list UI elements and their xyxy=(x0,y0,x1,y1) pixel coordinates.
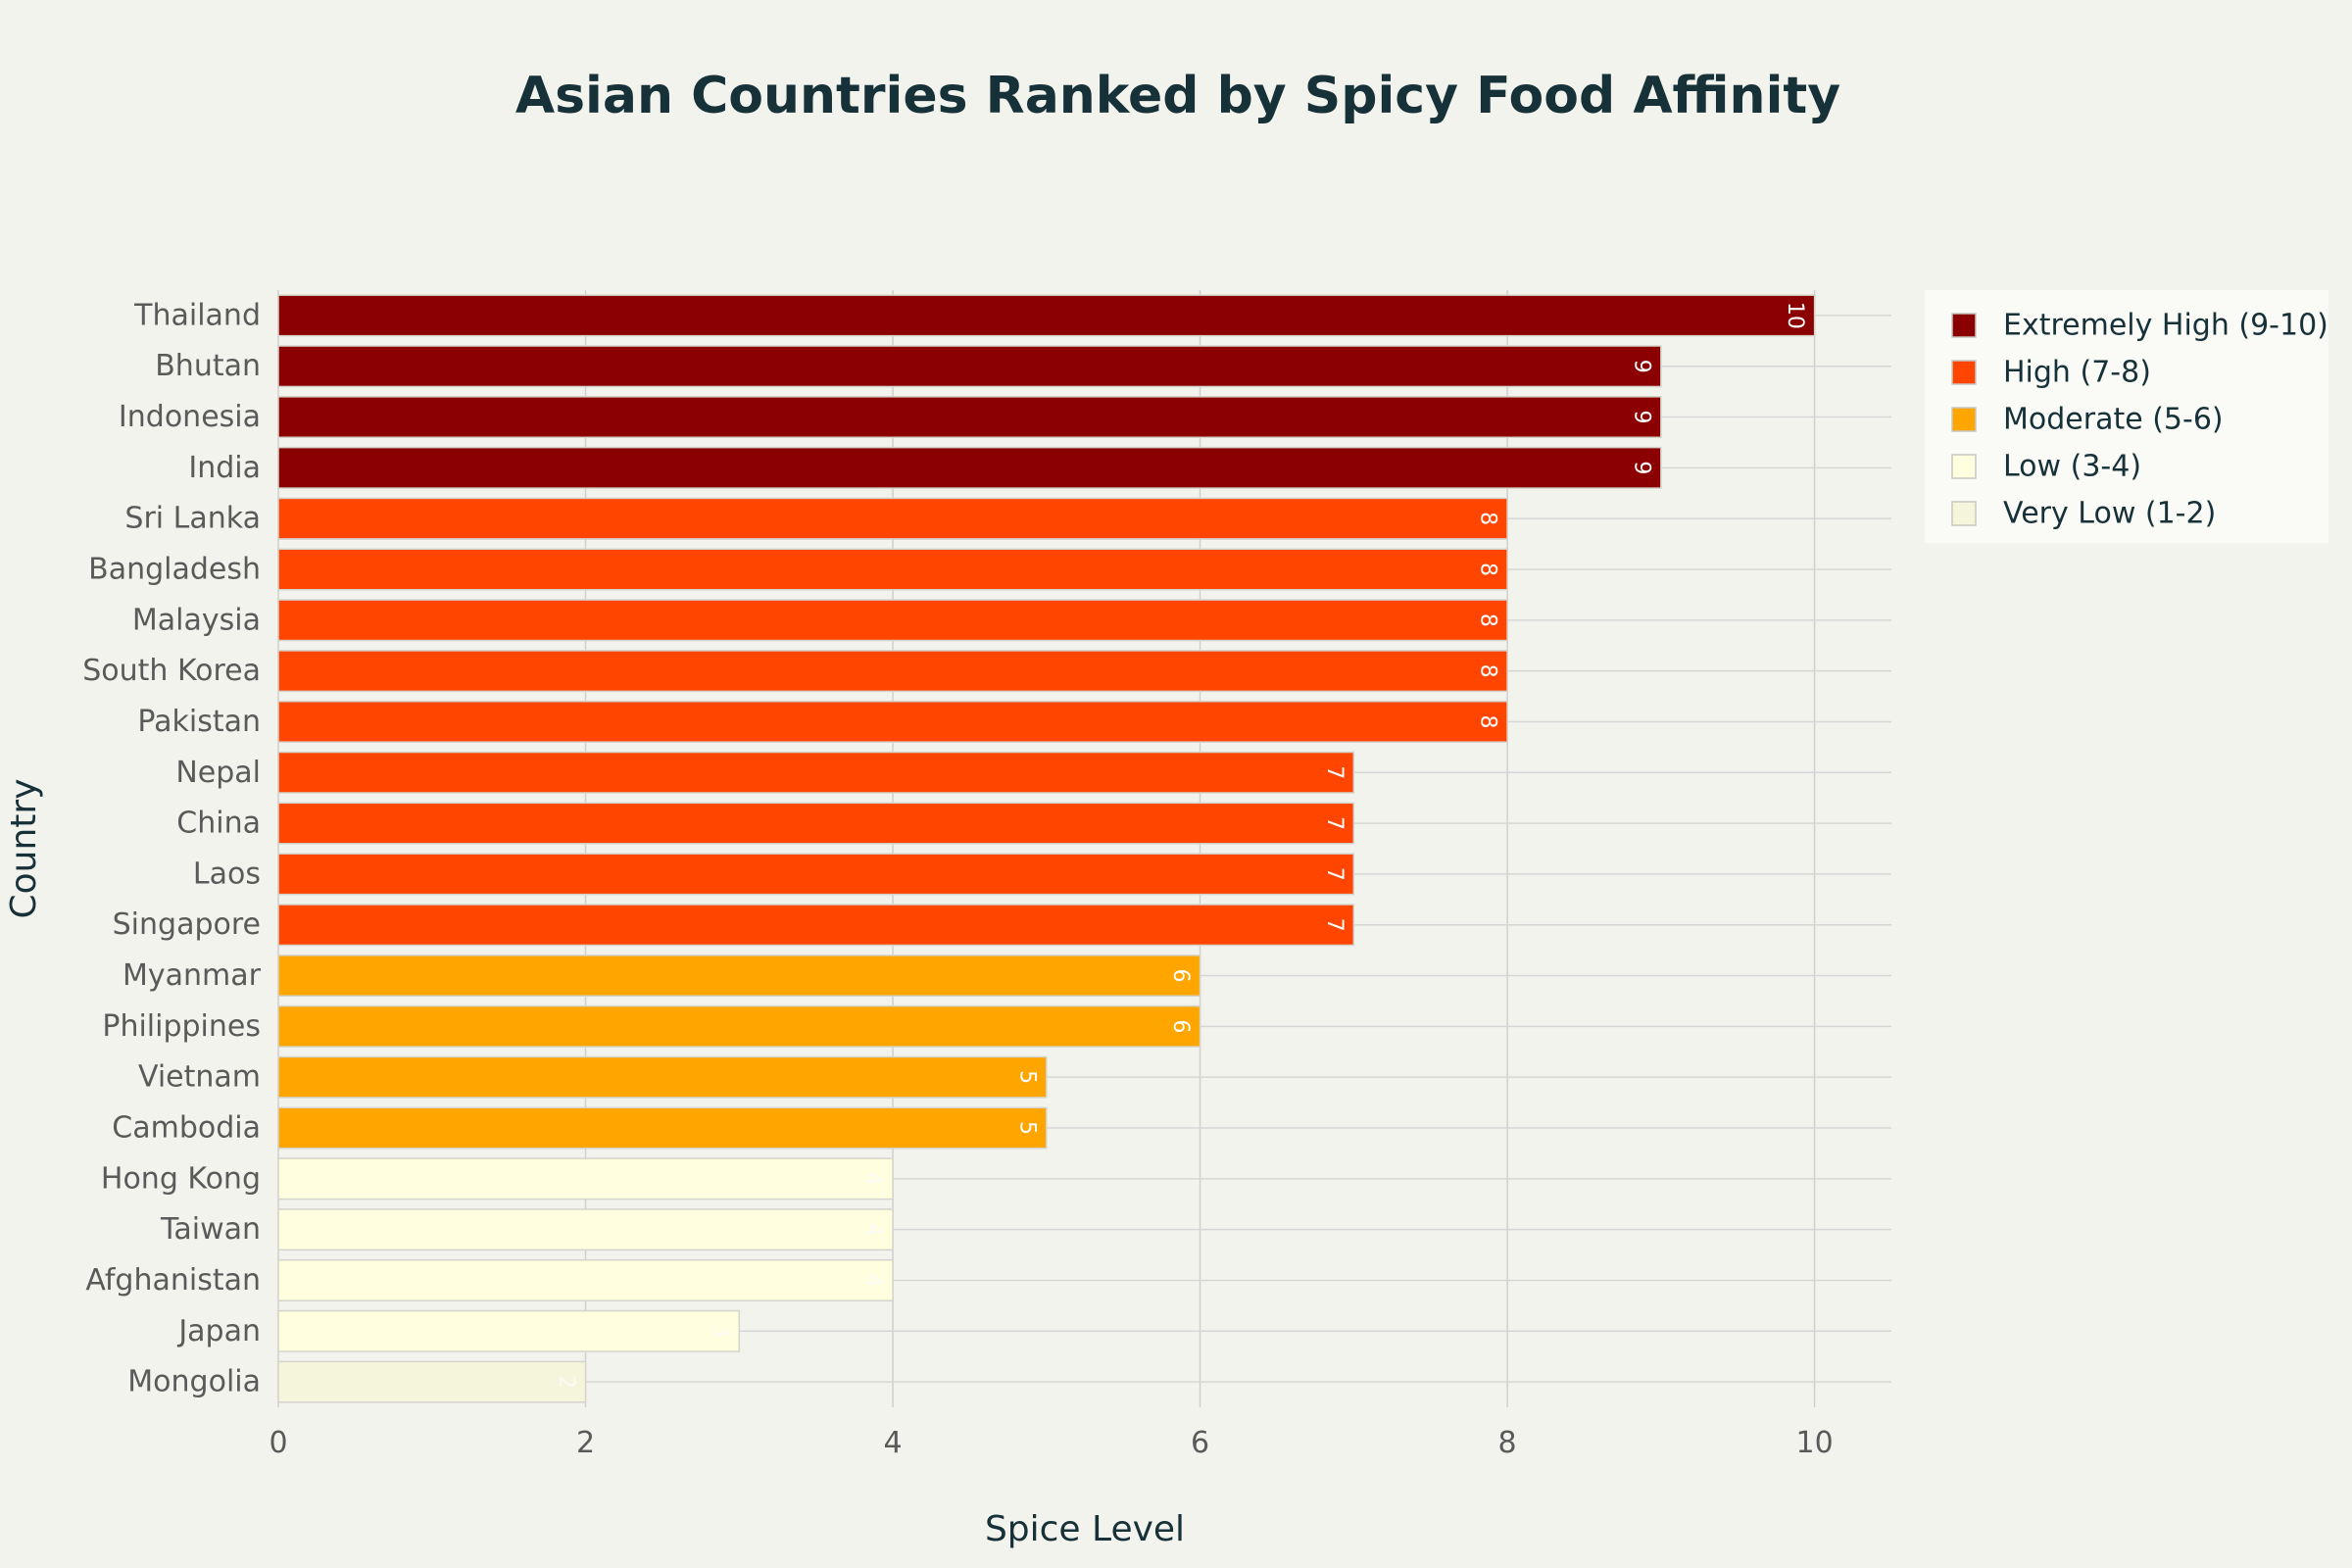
y-tick-label: India xyxy=(188,451,261,485)
bar-value-label: 4 xyxy=(861,1223,886,1237)
bar-value-label: 7 xyxy=(1322,918,1347,932)
y-tick-label: Hong Kong xyxy=(101,1161,261,1196)
bar-value-label: 4 xyxy=(861,1172,886,1186)
bar-laos xyxy=(277,853,1355,896)
bar-philippines xyxy=(277,1004,1201,1048)
legend-label: High (7-8) xyxy=(2003,356,2151,390)
bar-value-label: 10 xyxy=(1783,302,1807,329)
bar-indonesia xyxy=(277,396,1662,439)
y-tick-label: Myanmar xyxy=(122,958,262,993)
x-tick-label: 4 xyxy=(884,1426,903,1460)
bar-value-label: 9 xyxy=(1629,411,1653,424)
bar-value-label: 6 xyxy=(1168,1019,1193,1033)
x-tick-label: 10 xyxy=(1796,1426,1834,1460)
chart-title: Asian Countries Ranked by Spicy Food Aff… xyxy=(515,67,1840,125)
bar-value-label: 8 xyxy=(1476,563,1500,576)
bar-pakistan xyxy=(277,700,1508,743)
bar-value-label: 9 xyxy=(1629,461,1653,474)
legend-box xyxy=(1925,290,2328,543)
y-tick-label: Bhutan xyxy=(155,349,261,383)
y-tick-label: Mongolia xyxy=(127,1365,261,1399)
bar-vietnam xyxy=(277,1055,1048,1099)
bar-afghanistan xyxy=(277,1258,894,1301)
bar-value-label: 3 xyxy=(708,1324,732,1338)
bar-value-label: 2 xyxy=(554,1375,578,1389)
x-tick-label: 2 xyxy=(576,1426,595,1460)
y-tick-label: Philippines xyxy=(102,1009,261,1044)
bar-china xyxy=(277,802,1355,845)
bar-value-label: 6 xyxy=(1168,969,1193,983)
legend-swatch xyxy=(1951,313,1977,338)
bar-malaysia xyxy=(277,599,1508,642)
legend-label: Moderate (5-6) xyxy=(2003,403,2224,437)
bar-value-label: 8 xyxy=(1476,664,1500,678)
y-tick-label: Thailand xyxy=(133,298,261,332)
bar-value-label: 9 xyxy=(1629,360,1653,373)
y-tick-label: Taiwan xyxy=(160,1212,261,1247)
bar-value-label: 8 xyxy=(1476,714,1500,728)
y-tick-label: South Korea xyxy=(82,654,261,688)
legend-label: Extremely High (9-10) xyxy=(2003,309,2328,343)
bar-value-label: 7 xyxy=(1322,765,1347,779)
x-tick-labels: 0 2 4 6 8 10 xyxy=(269,1426,1833,1460)
y-tick-label: Pakistan xyxy=(137,705,261,739)
bar-mongolia xyxy=(277,1360,587,1403)
legend-label: Low (3-4) xyxy=(2003,450,2141,484)
bar-japan xyxy=(277,1309,741,1352)
bar-value-label: 5 xyxy=(1014,1121,1039,1135)
y-tick-label: Nepal xyxy=(175,756,261,790)
y-tick-label: Cambodia xyxy=(112,1111,261,1146)
bar-value-label: 8 xyxy=(1476,613,1500,627)
legend: Extremely High (9-10) High (7-8) Moderate … xyxy=(1925,290,2328,543)
y-tick-label: Japan xyxy=(176,1314,261,1348)
bar-nepal xyxy=(277,751,1355,794)
y-axis-title: Country xyxy=(4,778,44,918)
bar-taiwan xyxy=(277,1208,894,1251)
y-tick-label: Vietnam xyxy=(138,1060,261,1095)
y-tick-label: Laos xyxy=(193,857,261,891)
legend-swatch xyxy=(1951,501,1977,526)
bar-bhutan xyxy=(277,345,1662,388)
y-tick-label: Indonesia xyxy=(119,400,261,434)
bar-thailand xyxy=(277,294,1816,337)
legend-swatch xyxy=(1951,407,1977,432)
bar-value-label: 7 xyxy=(1322,816,1347,830)
x-axis-title: Spice Level xyxy=(985,1509,1185,1549)
bar-singapore xyxy=(277,904,1355,947)
bar-cambodia xyxy=(277,1106,1048,1150)
y-tick-label: Malaysia xyxy=(132,603,261,637)
y-tick-label: Singapore xyxy=(113,907,261,942)
legend-swatch xyxy=(1951,360,1977,385)
bar-value-label: 4 xyxy=(861,1273,886,1287)
bar-hong-kong xyxy=(277,1157,894,1200)
y-tick-label: Bangladesh xyxy=(88,553,261,587)
bar-value-label: 5 xyxy=(1014,1070,1039,1084)
bar-value-label: 8 xyxy=(1476,512,1500,525)
y-tick-labels: Thailand Bhutan Indonesia India Sri Lanka Ban… xyxy=(82,298,261,1398)
bar-myanmar xyxy=(277,955,1201,998)
bar-south-korea xyxy=(277,650,1508,693)
bar-sri-lanka xyxy=(277,497,1508,540)
legend-swatch xyxy=(1951,454,1977,479)
bars: 10 9 9 9 8 8 8 8 8 7 7 7 7 6 6 5 5 4 4 4 3 2 xyxy=(277,294,1816,1403)
legend-label: Very Low (1-2) xyxy=(2003,497,2216,531)
y-tick-label: Afghanistan xyxy=(85,1263,261,1298)
bar-bangladesh xyxy=(277,548,1508,591)
x-tick-label: 8 xyxy=(1498,1426,1517,1460)
y-tick-label: China xyxy=(176,807,261,841)
x-tick-label: 6 xyxy=(1191,1426,1209,1460)
bar-india xyxy=(277,446,1662,489)
y-tick-label: Sri Lanka xyxy=(124,502,261,536)
bar-value-label: 7 xyxy=(1322,867,1347,881)
x-tick-label: 0 xyxy=(269,1426,287,1460)
